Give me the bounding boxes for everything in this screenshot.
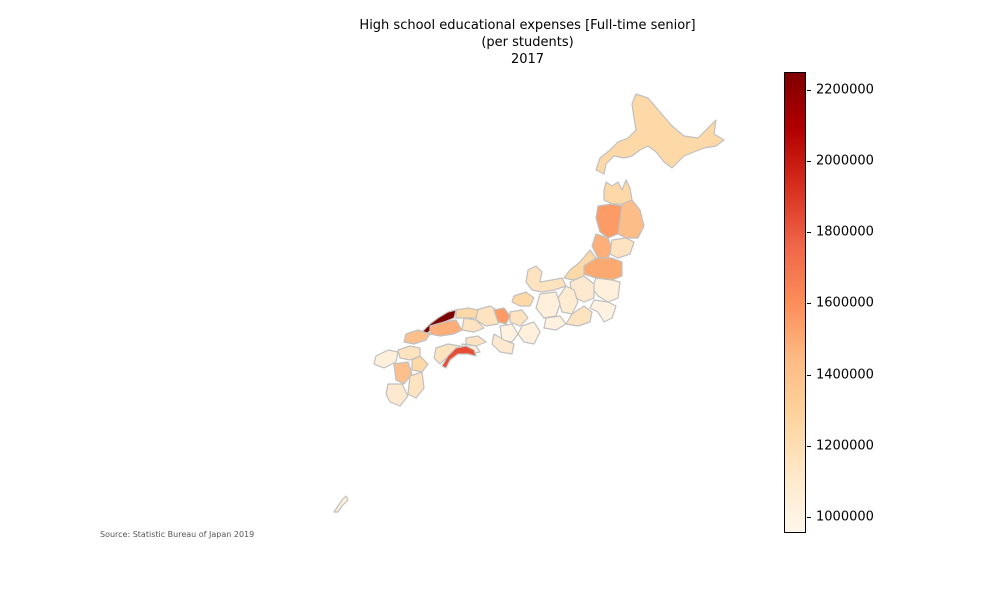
region-aomori [603, 179, 633, 205]
region-osaka-nara [499, 323, 519, 343]
region-miyazaki [407, 371, 425, 399]
region-yamaguchi [403, 329, 431, 345]
region-kyoto [493, 307, 511, 325]
colorbar-tick-label: 1200000 [816, 438, 874, 454]
region-kagawa [465, 335, 487, 347]
colorbar [784, 72, 806, 533]
colorbar-tick [807, 160, 811, 162]
region-gifu [535, 291, 561, 319]
colorbar-tick-label: 1000000 [816, 509, 874, 525]
colorbar-tick [807, 445, 811, 447]
region-shiga [509, 309, 529, 327]
region-aichi [543, 315, 567, 331]
region-kagoshima [385, 383, 409, 407]
title-line-2: (per students) [481, 35, 574, 50]
region-tottori [455, 307, 479, 319]
region-oita [411, 355, 429, 373]
region-okayama [461, 317, 485, 333]
colorbar-tick [807, 303, 811, 305]
region-wakayama [491, 333, 515, 355]
title-line-1: High school educational expenses [Full-t… [359, 18, 696, 33]
region-kumamoto [393, 361, 413, 385]
region-toyama-ishikawa [525, 265, 567, 293]
colorbar-tick [807, 374, 811, 376]
region-miyagi [609, 237, 635, 259]
source-note: Source: Statistic Bureau of Japan 2019 [100, 530, 255, 539]
colorbar-tick-label: 1400000 [816, 367, 874, 383]
region-fukushima [583, 257, 623, 281]
region-fukui [511, 291, 535, 307]
region-chiba-tokyo [589, 299, 617, 323]
colorbar-tick-label: 1600000 [816, 295, 874, 311]
colorbar-tick-label: 2200000 [816, 82, 874, 98]
region-saga-nagasaki [373, 349, 399, 369]
region-tochigi-ibaraki [591, 277, 621, 303]
region-okinawa [333, 495, 349, 513]
title-line-3: 2017 [510, 52, 545, 67]
region-hiroshima [429, 319, 463, 337]
region-niigata [563, 249, 597, 281]
region-iwate [617, 199, 645, 239]
colorbar-tick-label: 1800000 [816, 224, 874, 240]
colorbar-tick-label: 2000000 [816, 153, 874, 169]
region-kochi [441, 345, 477, 369]
region-hokkaido [595, 93, 725, 175]
chart-title: High school educational expenses [Full-t… [0, 17, 1000, 68]
colorbar-tick [807, 516, 811, 518]
colorbar-tick [807, 232, 811, 234]
colorbar-tick [807, 89, 811, 91]
